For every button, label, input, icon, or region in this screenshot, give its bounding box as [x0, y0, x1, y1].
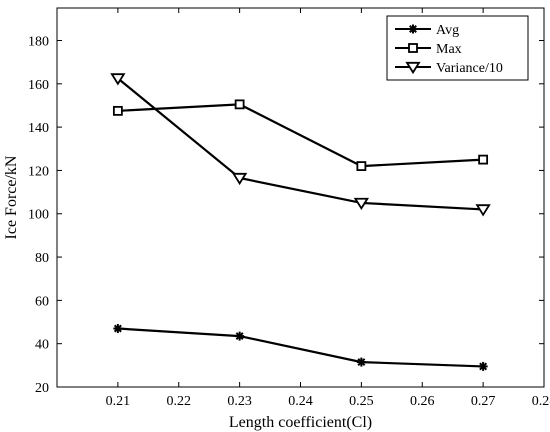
asterisk-stroke — [409, 25, 417, 33]
data-point-avg — [478, 361, 488, 371]
y-tick-label: 120 — [28, 164, 49, 179]
data-point-variance-10 — [353, 197, 369, 211]
asterisk-stroke — [113, 324, 122, 333]
legend-label-variance-10: Variance/10 — [436, 61, 503, 76]
x-tick-label: 0.25 — [349, 394, 374, 409]
legend-label-avg: Avg — [436, 23, 459, 38]
asterisk-stroke — [479, 362, 488, 371]
asterisk-stroke — [235, 332, 244, 341]
y-tick-label: 40 — [35, 338, 49, 353]
series-variance-10 — [110, 73, 491, 217]
data-point-avg — [356, 357, 366, 367]
data-point-max — [356, 161, 367, 171]
legend-marker-max — [408, 43, 418, 53]
x-axis-ticks: 0.21 0.22 0.23 0.24 0.25 0.26 0.27 0.28 — [106, 8, 550, 409]
data-point-max — [234, 99, 245, 110]
x-tick-label: 0.22 — [167, 394, 192, 409]
data-point-max — [478, 154, 489, 165]
series-layer — [110, 73, 491, 371]
y-tick-label: 140 — [28, 121, 49, 136]
data-point-avg — [113, 324, 123, 334]
y-axis-label: Ice Force/kN — [3, 155, 20, 239]
x-tick-label: 0.28 — [532, 394, 550, 409]
data-point-variance-10 — [110, 73, 126, 86]
series-line-max — [117, 103, 484, 168]
data-point-variance-10 — [232, 172, 248, 186]
y-tick-label: 20 — [35, 381, 49, 396]
y-tick-label: 60 — [35, 294, 49, 309]
data-point-max — [112, 105, 123, 116]
data-point-avg — [235, 331, 245, 341]
series-avg — [113, 324, 488, 371]
legend: Avg Max Variance/10 — [386, 15, 529, 81]
legend-label-max: Max — [436, 42, 462, 57]
series-line-variance-10 — [117, 77, 484, 211]
legend-marker-variance-10 — [405, 61, 421, 75]
legend-marker-avg — [408, 24, 418, 34]
series-line-avg — [117, 327, 484, 368]
x-tick-label: 0.24 — [288, 394, 313, 409]
y-axis-ticks: 20 40 60 80 100 120 140 160 180 — [28, 34, 544, 396]
x-tick-label: 0.27 — [471, 394, 496, 409]
asterisk-stroke — [357, 358, 366, 367]
x-tick-label: 0.23 — [227, 394, 252, 409]
x-tick-label: 0.21 — [106, 394, 131, 409]
y-tick-label: 180 — [28, 34, 49, 49]
y-tick-label: 100 — [28, 208, 49, 223]
data-point-variance-10 — [475, 204, 491, 217]
y-tick-label: 80 — [35, 251, 49, 266]
x-tick-label: 0.26 — [410, 394, 435, 409]
y-tick-label: 160 — [28, 78, 49, 93]
x-axis-label: Length coefficient(Cl) — [229, 414, 372, 431]
series-max — [112, 99, 489, 171]
